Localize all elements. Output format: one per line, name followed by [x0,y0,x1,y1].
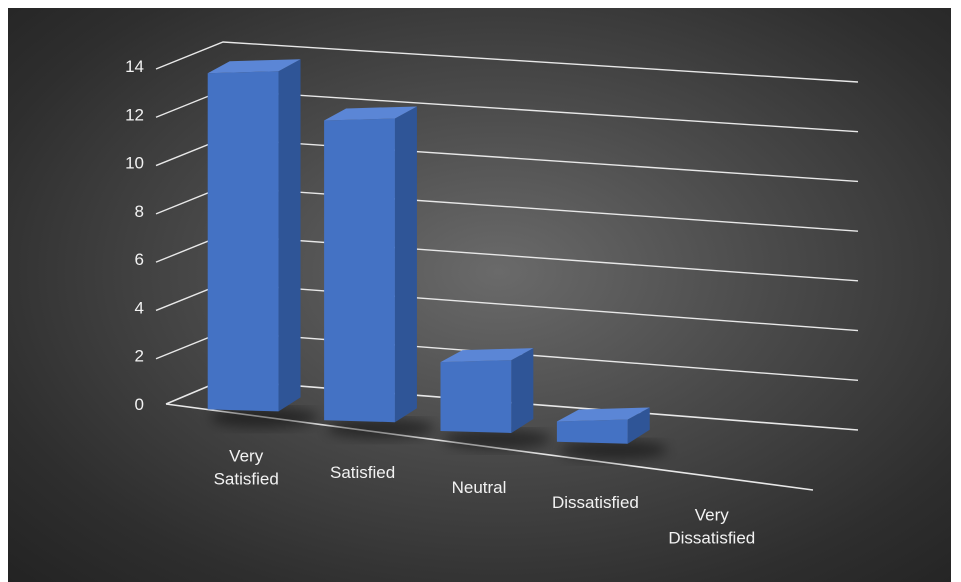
gridline [155,41,859,83]
bar-shadow [326,418,435,439]
bar-side-face [394,106,417,423]
bar-top-face [207,59,301,74]
bar-side-face [511,348,534,433]
x-category-label: Satisfied [214,469,279,488]
bar-shadow [210,407,319,428]
y-tick-label: 2 [135,347,144,366]
bars [207,59,650,444]
chart-area: 0 2 4 6 8 10 12 14 Very Satisfied Satisfied Neutra… [8,8,951,582]
x-category-label: Dissatisfied [668,529,755,548]
bar-front-face [207,71,279,412]
y-tick-label: 0 [135,395,144,414]
x-category-label: Satisfied [330,463,395,482]
x-category-label: Dissatisfied [552,493,639,512]
x-category-label: Very [229,446,264,465]
category-labels: Very Satisfied Satisfied Neutral Dissatisfie… [214,446,756,547]
y-tick-label: 12 [125,105,144,124]
bar-top-face [440,348,534,363]
bar-top-face [324,106,417,121]
x-category-label: Neutral [452,478,507,497]
bar-shadow [559,439,668,460]
bar-chart-3d: 0 2 4 6 8 10 12 14 Very Satisfied Satisfied Neutra… [125,41,859,548]
y-tick-label: 10 [125,154,144,173]
bar-front-face [440,360,512,433]
bar-front-face [324,118,395,423]
y-tick-label: 8 [135,202,144,221]
bar-side-face [278,59,301,412]
bar-shadow [443,429,551,449]
bar-front-face [556,419,628,444]
bar-3 [556,407,650,444]
y-tick-label: 4 [135,298,144,317]
y-axis-ticks: 0 2 4 6 8 10 12 14 [125,57,144,414]
bar-top-face [556,407,650,422]
y-tick-label: 6 [135,250,144,269]
bar-1 [324,106,417,423]
y-tick-label: 14 [125,57,144,76]
bar-0 [207,59,301,412]
bar-shadows [210,407,668,460]
bar-2 [440,348,534,433]
x-category-label: Very [695,506,730,525]
bar-side-face [627,407,650,444]
